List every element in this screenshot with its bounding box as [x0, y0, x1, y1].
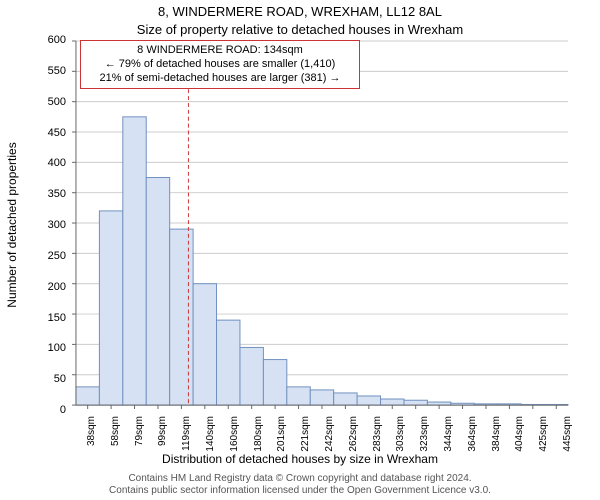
- footer-line2: Contains public sector information licen…: [0, 485, 600, 497]
- x-tick-label: 38sqm: [86, 416, 97, 446]
- histogram-chart: [70, 40, 570, 410]
- x-tick-label: 262sqm: [348, 416, 359, 452]
- x-tick-label: 140sqm: [205, 416, 216, 452]
- x-tick-label: 344sqm: [443, 416, 454, 452]
- x-tick-label: 160sqm: [229, 416, 240, 452]
- annotation-line2: ← 79% of detached houses are smaller (1,…: [87, 58, 353, 72]
- chart-title-line1: 8, WINDERMERE ROAD, WREXHAM, LL12 8AL: [0, 4, 600, 19]
- y-tick-label: 350: [32, 188, 66, 200]
- y-axis-label: Number of detached properties: [5, 142, 19, 307]
- y-tick-label: 100: [32, 342, 66, 354]
- chart-title-line2: Size of property relative to detached ho…: [0, 22, 600, 37]
- footer-attribution: Contains HM Land Registry data © Crown c…: [0, 473, 600, 496]
- annotation-line3: 21% of semi-detached houses are larger (…: [87, 72, 353, 86]
- y-tick-label: 150: [32, 312, 66, 324]
- y-tick-label: 500: [32, 96, 66, 108]
- y-tick-label: 0: [32, 404, 66, 416]
- y-tick-label: 50: [32, 373, 66, 385]
- x-tick-label: 221sqm: [300, 416, 311, 452]
- x-tick-label: 119sqm: [181, 416, 192, 451]
- annotation-line1: 8 WINDERMERE ROAD: 134sqm: [87, 44, 353, 58]
- x-tick-label: 242sqm: [324, 416, 335, 452]
- y-tick-label: 450: [32, 127, 66, 139]
- x-tick-label: 201sqm: [276, 416, 287, 452]
- x-tick-label: 58sqm: [110, 416, 121, 446]
- x-tick-label: 99sqm: [157, 416, 168, 446]
- x-tick-label: 303sqm: [395, 416, 406, 452]
- x-tick-label: 404sqm: [514, 416, 525, 452]
- y-tick-label: 250: [32, 250, 66, 262]
- x-tick-label: 79sqm: [134, 416, 145, 446]
- x-tick-label: 283sqm: [372, 416, 383, 452]
- annotation-box: 8 WINDERMERE ROAD: 134sqm ← 79% of detac…: [80, 40, 360, 89]
- footer-line1: Contains HM Land Registry data © Crown c…: [0, 473, 600, 485]
- y-tick-label: 200: [32, 281, 66, 293]
- x-tick-label: 384sqm: [491, 416, 502, 452]
- y-tick-label: 400: [32, 157, 66, 169]
- plot-area: [70, 40, 570, 410]
- y-tick-label: 300: [32, 219, 66, 231]
- x-tick-label: 180sqm: [253, 416, 264, 452]
- x-axis-label: Distribution of detached houses by size …: [0, 452, 600, 466]
- x-tick-label: 323sqm: [419, 416, 430, 452]
- x-tick-label: 425sqm: [538, 416, 549, 452]
- x-tick-label: 445sqm: [562, 416, 573, 452]
- x-tick-label: 364sqm: [467, 416, 478, 452]
- y-tick-label: 550: [32, 65, 66, 77]
- y-tick-label: 600: [32, 34, 66, 46]
